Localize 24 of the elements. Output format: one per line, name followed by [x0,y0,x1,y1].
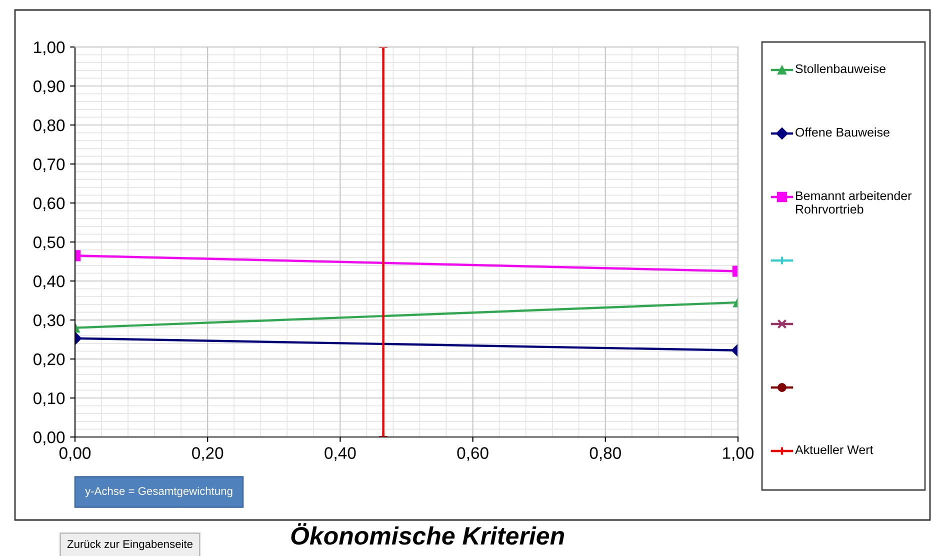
y-tick-label: 0,40 [33,275,65,290]
y-tick-label: 0,10 [33,392,65,406]
y-tick-label: 1,00 [34,41,65,56]
x-tick-label: 0,20 [192,447,224,461]
text: Zurück zur Eingabenseite [67,540,193,550]
y-tick-label: 0,80 [33,119,65,134]
legend-label: Stollenbauweise [796,64,886,74]
x-tick-label: 0,60 [457,447,488,461]
y-tick-label: 0,00 [33,431,65,446]
x-tick-label: 0,80 [590,447,621,461]
x-tick-label: 0,40 [324,447,356,461]
y-tick-label: 0,70 [33,158,65,172]
x-tick-label: 1,00 [723,447,754,461]
legend-label: Bemannt arbeitender Rohrvortrieb [796,191,912,214]
legend-label: Offene Bauweise [796,128,890,137]
x-tick-label: 0,00 [59,447,91,461]
y-tick-label: 0,60 [33,197,65,212]
y-tick-label: 0,30 [33,314,65,328]
y-tick-label: 0,90 [33,80,65,94]
legend-label: Aktueller Wert [795,445,874,454]
text: y-Achse = Gesamtgewichtung [85,486,232,498]
text: Ökonomische Kriterien [291,523,564,545]
y-tick-label: 0,50 [33,236,65,250]
y-tick-label: 0,20 [33,353,65,368]
